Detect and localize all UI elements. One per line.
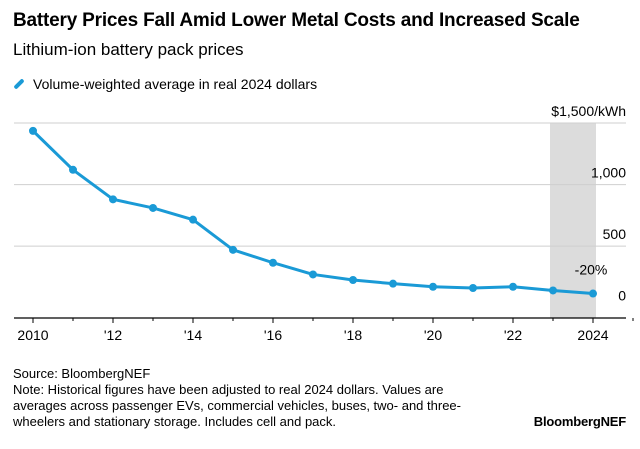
data-point <box>69 165 77 174</box>
data-point <box>469 283 477 292</box>
series-group <box>29 126 597 298</box>
brand-logo: BloombergNEF <box>533 414 626 429</box>
chart-legend: Volume-weighted average in real 2024 dol… <box>13 76 317 92</box>
x-tick-label: '20 <box>424 327 442 343</box>
change-annotation: -20% <box>575 262 608 278</box>
chart-subtitle: Lithium-ion battery pack prices <box>13 40 244 59</box>
series-line <box>31 129 595 296</box>
y-tick-label: 1,000 <box>591 165 626 181</box>
x-tick-label: '18 <box>344 327 362 343</box>
y-tick-label: 500 <box>603 226 627 242</box>
x-tick-label: '14 <box>184 327 202 343</box>
data-point <box>309 270 317 279</box>
data-point <box>149 203 157 212</box>
chart-title: Battery Prices Fall Amid Lower Metal Cos… <box>13 10 580 31</box>
data-point <box>389 279 397 288</box>
x-tick-label: '12 <box>104 327 122 343</box>
source-text: Source: BloombergNEF <box>13 366 151 381</box>
x-tick-label: '16 <box>264 327 282 343</box>
data-point <box>589 289 597 298</box>
note-text: Note: Historical figures have been adjus… <box>13 382 461 429</box>
shaded-period <box>550 123 596 318</box>
data-point <box>109 195 117 204</box>
shaded-range-rect <box>550 123 596 318</box>
tick-labels: $1,500/kWh 1,000 500 0 2010 '12 '14 '16 '18 '20 '2… <box>17 103 626 343</box>
data-point <box>229 245 237 254</box>
data-point <box>29 126 37 135</box>
x-axis <box>14 317 634 323</box>
y-tick-label: 0 <box>618 288 626 304</box>
y-tick-label: $1,500/kWh <box>551 103 626 119</box>
gridlines <box>14 122 626 247</box>
data-point <box>429 282 437 291</box>
data-point <box>549 286 557 295</box>
legend-label: Volume-weighted average in real 2024 dol… <box>33 76 318 92</box>
data-point <box>349 275 357 284</box>
x-tick-label: 2010 <box>17 327 48 343</box>
data-point <box>189 215 197 224</box>
x-tick-label: '22 <box>504 327 522 343</box>
data-point <box>509 282 517 291</box>
x-tick-label: 2024 <box>577 327 608 343</box>
data-point <box>269 258 277 267</box>
